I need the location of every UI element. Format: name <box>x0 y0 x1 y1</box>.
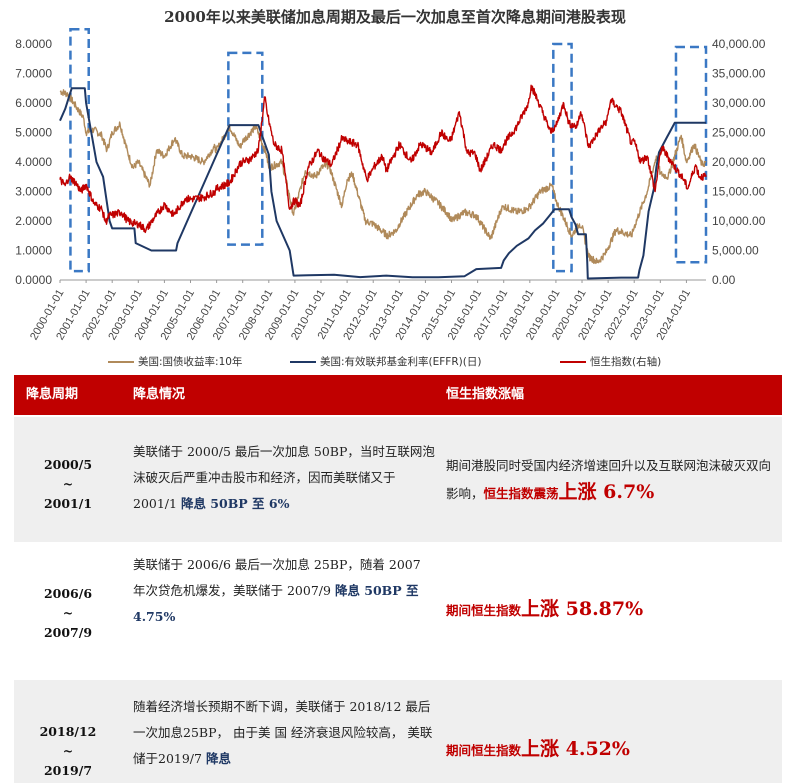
y-right-tick-label: 5,000.00 <box>712 244 759 258</box>
chart: 2000年以来美联储加息周期及最后一次加息至首次降息期间港股表现 0.0000 1… <box>0 0 790 372</box>
period-end: 2019/7 <box>43 762 93 778</box>
y-left-tick-label: 5.0000 <box>15 126 52 140</box>
table-header: 降息周期 降息情况 恒生指数涨幅 <box>14 375 782 415</box>
chart-legend: 美国:国债收益率:10年 美国:有效联邦基金利率(EFFR)(日) 恒生指数(右… <box>0 354 790 370</box>
legend-label-effr: 美国:有效联邦基金利率(EFFR)(日) <box>320 356 482 368</box>
chart-series <box>59 84 707 280</box>
desc-cell: 美联储于 2006/6 最后一次加息 25BP，随着 2007 年次贷危机爆发，… <box>133 552 435 630</box>
perf-big: 上涨 4.52% <box>521 738 630 760</box>
y-right-tick-label: 10,000.00 <box>712 214 766 228</box>
legend-label-hsi: 恒生指数(右轴) <box>590 356 662 368</box>
desc-text: 美联储于 2006/6 最后一次加息 25BP，随着 2007 年次贷危机爆发，… <box>133 557 421 598</box>
y-right-tick-label: 20,000.00 <box>712 155 766 169</box>
chart-title: 2000年以来美联储加息周期及最后一次加息至首次降息期间港股表现 <box>164 8 626 26</box>
desc-highlight: 降息 50BP 至 6% <box>180 496 290 511</box>
desc-highlight: 降息 <box>205 751 231 766</box>
desc-cell: 随着经济增长预期不断下调，美联储于 2018/12 最后一次加息25BP， 由于… <box>133 694 435 772</box>
y-right-tick-label: 35,000.00 <box>712 67 766 81</box>
highlight-box <box>552 42 573 273</box>
legend-item-hsi: 恒生指数(右轴) <box>560 354 661 369</box>
y-left-tick-label: 3.0000 <box>15 185 52 199</box>
highlight-box <box>69 28 90 273</box>
perf-red: 期间恒生指数 <box>446 603 522 618</box>
y-left-tick-label: 4.0000 <box>15 155 52 169</box>
y-right-tick-label: 30,000.00 <box>712 96 766 110</box>
period-start: 2006/6 <box>43 586 93 601</box>
y-right-tick-label: 15,000.00 <box>712 185 766 199</box>
y-right-tick-label: 0.00 <box>712 273 736 287</box>
header-performance: 恒生指数涨幅 <box>446 387 525 402</box>
legend-item-effr: 美国:有效联邦基金利率(EFFR)(日) <box>290 354 481 369</box>
highlight-box <box>227 51 264 246</box>
chart-svg: 0.0000 1.0000 2.0000 3.0000 4.0000 5.0000 6.00… <box>15 28 766 342</box>
chart-axes <box>59 279 706 283</box>
perf-red: 期间恒生指数 <box>446 743 522 758</box>
legend-swatch-treasury <box>108 360 134 363</box>
y-left-tick-label: 0.0000 <box>15 273 52 287</box>
period-end: 2007/9 <box>43 624 93 640</box>
performance-cell: 期间港股同时受国内经济增速回升以及互联网泡沫破灭双向影响，恒生指数震荡上涨 6.… <box>446 453 772 507</box>
desc-cell: 美联储于 2000/5 最后一次加息 50BP，当时互联网泡沫破灭后严重冲击股市… <box>133 439 435 517</box>
rate-cut-table: 降息周期 降息情况 恒生指数涨幅 2000/5 ~ 2001/1 美联储于 20… <box>14 375 782 783</box>
period-cell: 2018/12 ~ 2019/7 <box>14 722 122 780</box>
perf-big: 上涨 6.7% <box>558 481 655 503</box>
table-row: 2000/5 ~ 2001/1 美联储于 2000/5 最后一次加息 50BP，… <box>14 417 782 542</box>
period-separator: ~ <box>62 605 74 621</box>
legend-swatch-effr <box>290 360 316 363</box>
series-line-hsi <box>59 84 707 234</box>
header-desc: 降息情况 <box>133 387 186 402</box>
legend-swatch-hsi <box>560 360 586 363</box>
y-right-tick-label: 25,000.00 <box>712 126 766 140</box>
desc-text: 随着经济增长预期不断下调，美联储于 2018/12 最后一次加息25BP， 由于… <box>133 699 433 766</box>
period-start: 2000/5 <box>43 457 93 472</box>
legend-item-treasury: 美国:国债收益率:10年 <box>108 354 242 369</box>
perf-big: 上涨 58.87% <box>521 598 644 620</box>
table-row: 2018/12 ~ 2019/7 随着经济增长预期不断下调，美联储于 2018/… <box>14 680 782 783</box>
y-left-tick-label: 2.0000 <box>15 214 52 228</box>
y-right-tick-label: 40,000.00 <box>712 37 766 51</box>
y-left-tick-label: 1.0000 <box>15 244 52 258</box>
legend-label-treasury: 美国:国债收益率:10年 <box>138 356 243 368</box>
desc-highlight: 降息 50BP 至 4.75% <box>133 583 419 624</box>
table-row: 2006/6 ~ 2007/9 美联储于 2006/6 最后一次加息 25BP，… <box>14 542 782 680</box>
series-line-treasury <box>59 89 707 265</box>
desc-text: 美联储于 2000/5 最后一次加息 50BP，当时互联网泡沫破灭后严重冲击股市… <box>133 444 435 511</box>
period-cell: 2000/5 ~ 2001/1 <box>14 455 122 513</box>
header-period: 降息周期 <box>26 387 79 402</box>
period-separator: ~ <box>62 743 74 759</box>
y-left-tick-label: 7.0000 <box>15 67 52 81</box>
perf-red: 恒生指数震荡 <box>483 486 559 501</box>
performance-cell: 期间恒生指数上涨 58.87% <box>446 596 772 624</box>
y-left-tick-label: 8.0000 <box>15 37 52 51</box>
period-separator: ~ <box>62 476 74 492</box>
series-line-effr <box>59 87 706 280</box>
period-cell: 2006/6 ~ 2007/9 <box>14 584 122 642</box>
performance-cell: 期间恒生指数上涨 4.52% <box>446 736 772 764</box>
y-left-tick-label: 6.0000 <box>15 96 52 110</box>
period-start: 2018/12 <box>39 724 97 739</box>
perf-text: 期间港股同时受国内经济增速回升以及互联网泡沫破灭双向影响， <box>446 458 772 501</box>
period-end: 2001/1 <box>43 495 93 511</box>
